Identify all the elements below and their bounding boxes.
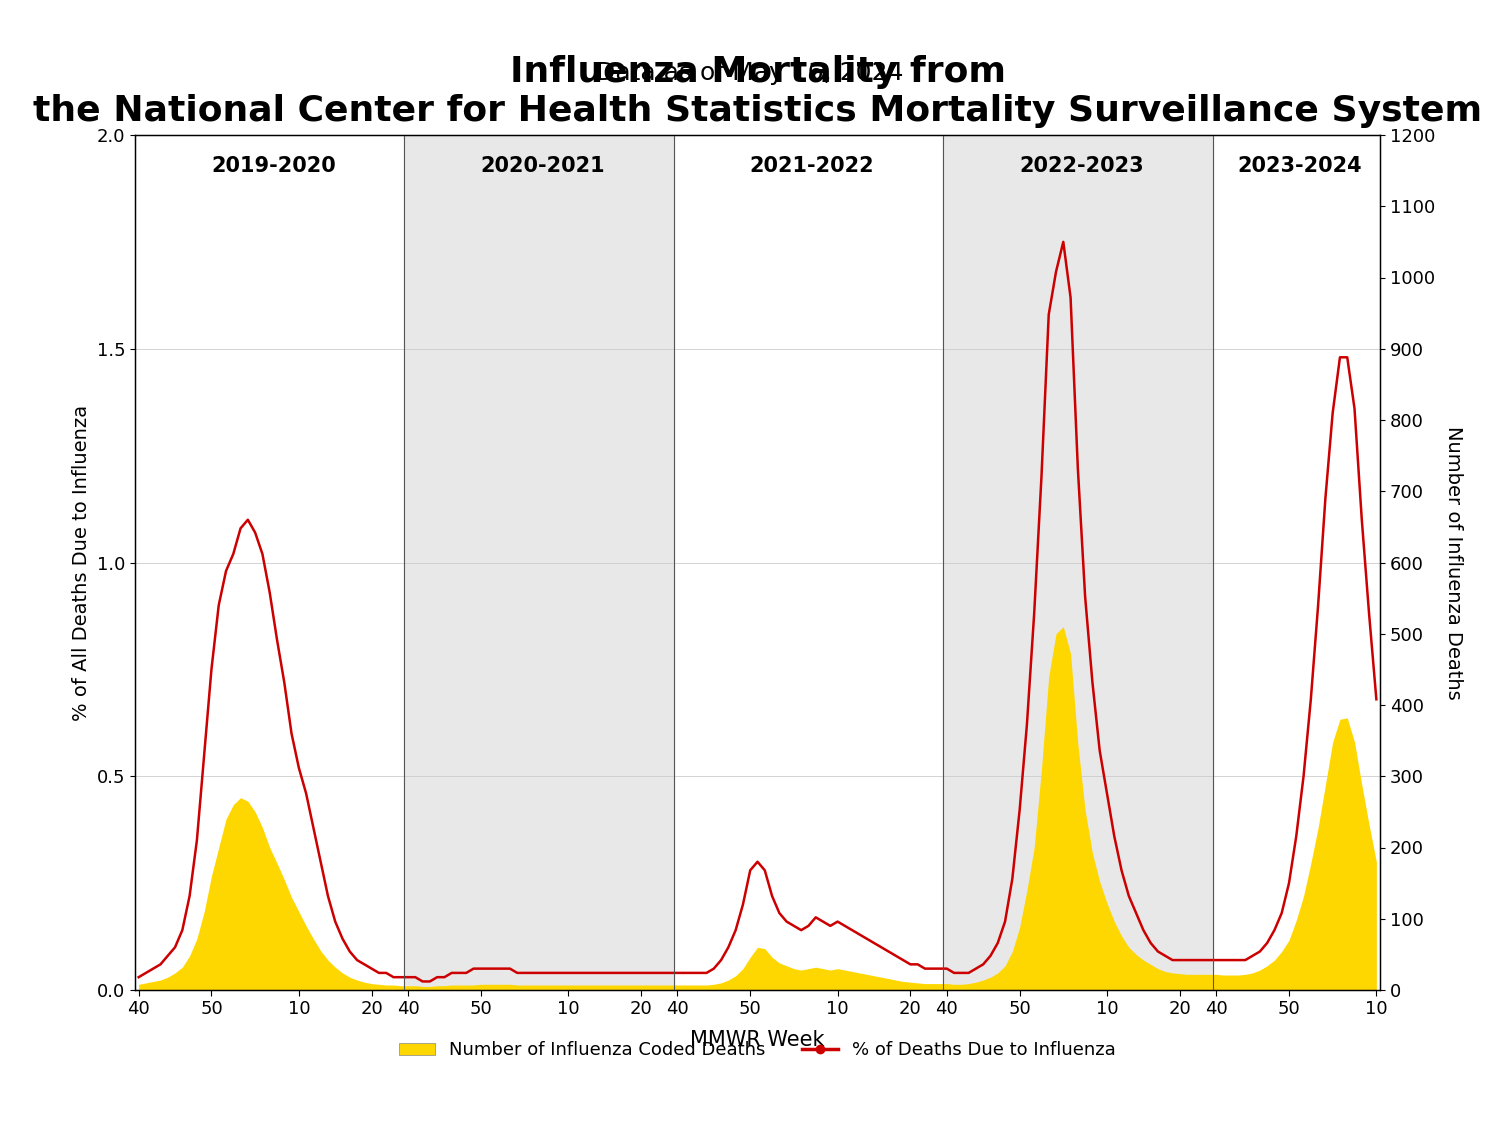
Text: 2022-2023: 2022-2023	[1019, 156, 1144, 177]
Text: 2023-2024: 2023-2024	[1238, 156, 1362, 177]
Title: Influenza Mortality from
the National Center for Health Statistics Mortality Sur: Influenza Mortality from the National Ce…	[33, 55, 1482, 128]
X-axis label: MMWR Week: MMWR Week	[690, 1029, 825, 1050]
Text: 2019-2020: 2019-2020	[211, 156, 336, 177]
Text: 2020-2021: 2020-2021	[480, 156, 604, 177]
Y-axis label: Number of Influenza Deaths: Number of Influenza Deaths	[1444, 425, 1462, 700]
Bar	[405, 135, 674, 990]
Text: 2021-2022: 2021-2022	[750, 156, 874, 177]
Legend: Number of Influenza Coded Deaths, % of Deaths Due to Influenza: Number of Influenza Coded Deaths, % of D…	[392, 1034, 1124, 1066]
Y-axis label: % of All Deaths Due to Influenza: % of All Deaths Due to Influenza	[72, 404, 92, 720]
Text: Data as of May 16, 2024: Data as of May 16, 2024	[596, 61, 903, 86]
Bar	[944, 135, 1212, 990]
